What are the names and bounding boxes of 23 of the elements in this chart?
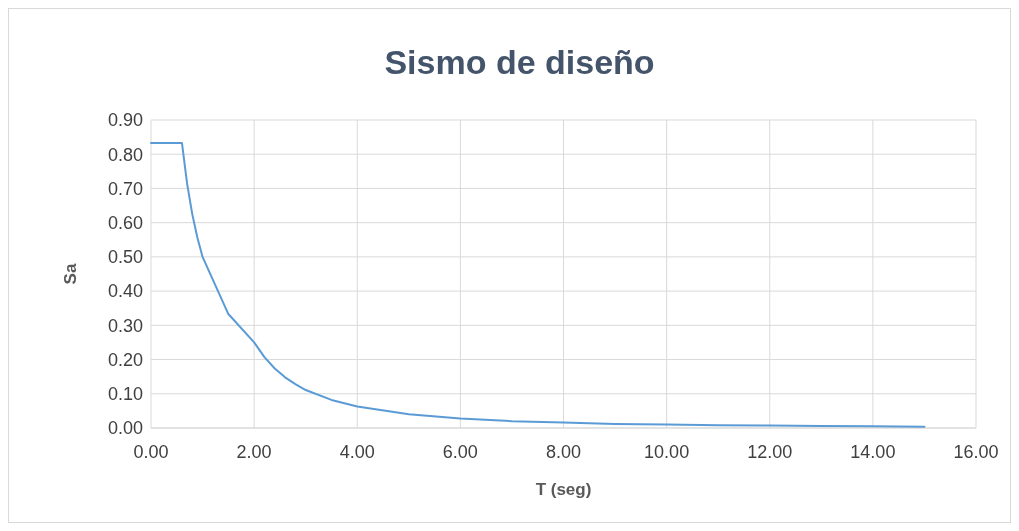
x-tick-label: 10.00 bbox=[644, 442, 690, 462]
x-tick-label: 4.00 bbox=[339, 442, 375, 462]
y-tick-label: 0.80 bbox=[107, 144, 143, 165]
x-tick-label: 8.00 bbox=[545, 442, 582, 462]
y-axis-title: Sa bbox=[61, 263, 80, 285]
y-tick-label: 0.60 bbox=[107, 212, 143, 233]
chart-title: Sismo de diseño bbox=[384, 43, 655, 81]
line-series bbox=[150, 141, 926, 428]
y-tick-label: 0.00 bbox=[107, 418, 143, 439]
y-tick-label: 0.30 bbox=[107, 315, 143, 336]
x-axis-title: T (seg) bbox=[535, 480, 592, 499]
y-tick-label: 0.10 bbox=[107, 384, 143, 405]
y-tick-label: 0.50 bbox=[107, 247, 143, 268]
y-tick-label: 0.40 bbox=[107, 281, 143, 302]
x-tick-label: 16.00 bbox=[953, 442, 999, 462]
y-tick-label: 0.90 bbox=[107, 110, 143, 131]
x-tick-label: 14.00 bbox=[850, 442, 896, 462]
x-tick-label: 2.00 bbox=[236, 442, 272, 462]
y-tick-label: 0.20 bbox=[107, 349, 143, 370]
x-tick-label: 6.00 bbox=[442, 442, 478, 462]
y-tick-label: 0.70 bbox=[107, 178, 143, 199]
x-tick-label: 0.00 bbox=[133, 442, 169, 462]
x-tick-label: 12.00 bbox=[747, 442, 793, 462]
